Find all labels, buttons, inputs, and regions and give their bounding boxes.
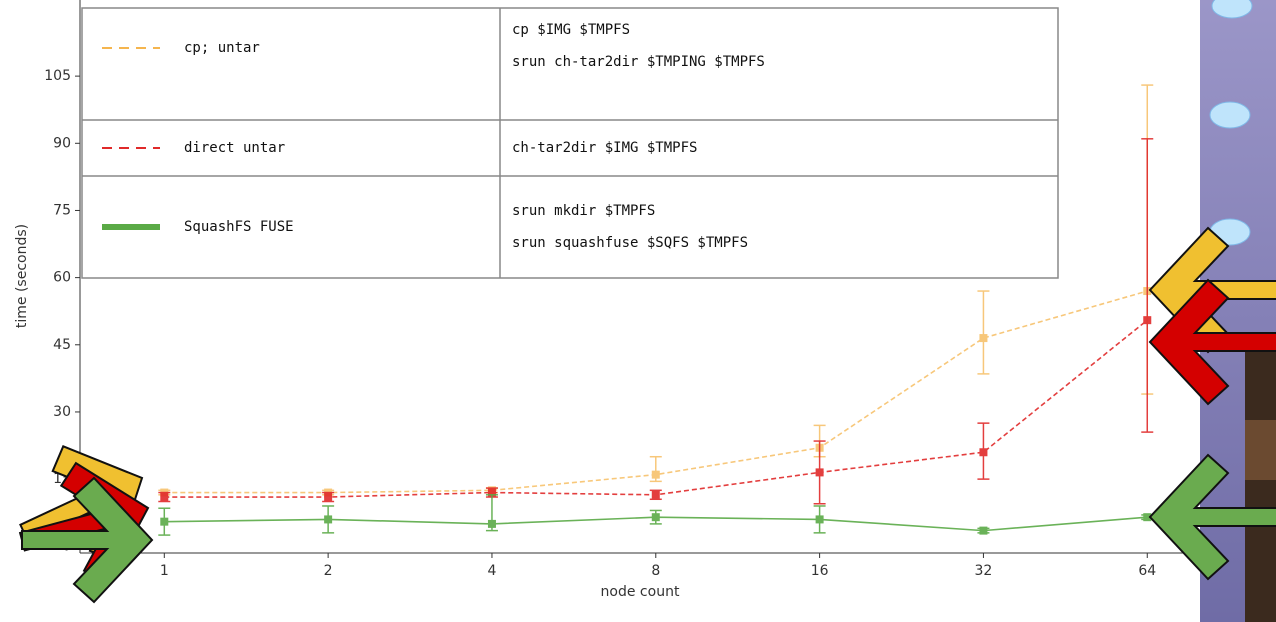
plot: 01530456075901051248163264 — [44, 68, 1156, 579]
x-axis-label: node count — [601, 584, 680, 600]
series — [158, 138, 1154, 505]
error-bar — [977, 290, 990, 375]
point — [979, 526, 988, 535]
x-tick-label: 16 — [811, 563, 829, 579]
legend-label: SquashFS FUSE — [184, 219, 294, 235]
error-bar — [1141, 138, 1154, 433]
x-tick-label: 32 — [975, 563, 993, 579]
arrow — [1148, 278, 1276, 406]
y-tick-label: 75 — [53, 202, 71, 218]
photo-detail — [1245, 420, 1276, 480]
point — [160, 517, 169, 526]
legend-box — [81, 7, 1059, 279]
point — [979, 334, 988, 343]
legend-command: cp $IMG $TMPFS — [512, 22, 630, 38]
x-tick-label: 4 — [487, 563, 496, 579]
x-tick-label: 64 — [1138, 563, 1156, 579]
y-tick-label: 90 — [53, 135, 71, 151]
point — [815, 468, 824, 477]
point — [487, 488, 496, 497]
point — [324, 493, 333, 502]
legend-command: srun ch-tar2dir $TMPING $TMPFS — [512, 54, 765, 70]
legend-label: cp; untar — [184, 40, 260, 56]
legend: cp; untar cp $IMG $TMPFS srun ch-tar2dir $… — [81, 7, 1059, 279]
y-tick-label: 105 — [44, 68, 71, 84]
point — [324, 515, 333, 524]
photo — [1245, 340, 1276, 622]
point — [651, 490, 660, 499]
arrow — [21, 476, 154, 604]
point — [160, 493, 169, 502]
x-tick-label: 8 — [651, 563, 660, 579]
point — [651, 513, 660, 522]
point — [1143, 316, 1152, 325]
arrow — [1148, 453, 1276, 581]
arrows — [18, 226, 1276, 604]
point — [815, 515, 824, 524]
y-tick-label: 30 — [53, 404, 71, 420]
x-tick-label: 1 — [160, 563, 169, 579]
series — [158, 494, 1154, 536]
x-tick-label: 2 — [324, 563, 333, 579]
legend-command: srun squashfuse $SQFS $TMPFS — [512, 235, 748, 251]
legend-command: srun mkdir $TMPFS — [512, 203, 655, 219]
legend-command: ch-tar2dir $IMG $TMPFS — [512, 140, 697, 156]
y-tick-label: 45 — [53, 337, 71, 353]
point — [651, 470, 660, 479]
legend-label: direct untar — [184, 140, 285, 156]
point — [487, 519, 496, 528]
y-axis-label: time (seconds) — [14, 224, 30, 328]
point — [1143, 513, 1152, 522]
point — [979, 448, 988, 457]
y-tick-label: 60 — [53, 270, 71, 286]
